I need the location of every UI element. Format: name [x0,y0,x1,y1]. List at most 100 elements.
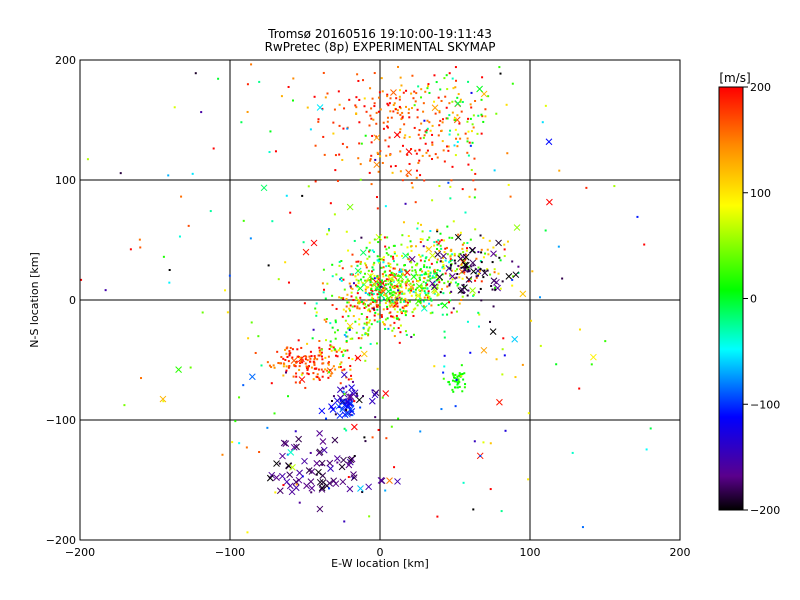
echo-cross-marker [330,477,338,485]
echo-dot-marker [590,363,593,366]
echo-dot-marker [451,388,454,391]
echo-dot-marker [492,246,495,249]
echo-dot-marker [376,153,379,156]
echo-dot-marker [531,270,534,273]
echo-dot-marker [405,333,408,336]
echo-dot-marker [482,441,485,444]
echo-dot-marker [393,274,396,277]
echo-dot-marker [409,287,412,290]
echo-dot-marker [467,268,470,271]
echo-dot-marker [454,281,457,284]
echo-dot-marker [298,501,301,504]
echo-dot-marker [467,80,470,83]
echo-dot-marker [385,278,388,281]
echo-dot-marker [384,287,387,290]
echo-cross-marker [378,477,386,485]
echo-dot-marker [493,169,496,172]
echo-dot-marker [350,291,353,294]
y-tick-label: 200 [55,54,76,67]
echo-dot-marker [361,300,364,303]
echo-dot-marker [330,372,333,375]
echo-dot-marker [393,302,396,305]
echo-dot-marker [338,264,341,267]
echo-dot-marker [351,253,354,256]
echo-dot-marker [254,351,257,354]
echo-dot-marker [350,295,353,298]
echo-dot-marker [521,363,524,366]
echo-dot-marker [356,285,359,288]
echo-dot-marker [355,296,358,299]
echo-dot-marker [387,274,390,277]
echo-dot-marker [466,241,469,244]
echo-cross-marker [290,443,298,451]
echo-dot-marker [406,253,409,256]
echo-cross-marker [340,456,347,464]
echo-dot-marker [434,270,437,273]
echo-dot-marker [342,297,345,300]
echo-dot-marker [466,137,469,140]
echo-cross-marker [493,278,500,286]
echo-dot-marker [484,108,487,111]
echo-dot-marker [339,278,342,281]
echo-cross-marker [326,479,333,487]
echo-dot-marker [338,296,341,299]
echo-cross-marker [318,486,326,493]
echo-cross-marker [397,273,405,281]
echo-dot-marker [363,322,366,325]
echo-cross-marker [346,203,354,211]
echo-dot-marker [361,395,364,398]
echo-dot-marker [502,337,505,340]
echo-dot-marker [258,80,261,83]
echo-dot-marker [380,280,383,283]
echo-dot-marker [363,436,366,439]
colorbar-tick-label: −200 [750,504,780,517]
echo-dot-marker [409,240,412,243]
echo-dot-marker [405,299,408,302]
echo-dot-marker [431,143,434,146]
echo-dot-marker [354,104,357,107]
echo-dot-marker [356,264,359,267]
echo-dot-marker [292,375,295,378]
echo-dot-marker [416,304,419,307]
echo-dot-marker [399,284,402,287]
echo-dot-marker [318,351,321,354]
echo-cross-marker [347,393,355,401]
echo-dot-marker [465,249,468,252]
echo-cross-marker [408,255,416,263]
echo-dot-marker [401,268,404,271]
echo-dot-marker [338,124,341,127]
echo-dot-marker [405,284,408,287]
echo-dot-marker [390,283,393,286]
echo-dot-marker [415,245,418,248]
echo-dot-marker [469,238,472,241]
echo-cross-marker [329,406,337,413]
echo-dot-marker [373,102,376,105]
echo-dot-marker [407,112,410,115]
echo-dot-marker [482,276,485,279]
echo-dot-marker [360,313,363,316]
echo-dot-marker [379,293,382,296]
echo-dot-marker [421,154,424,157]
echo-dot-marker [365,286,368,289]
echo-cross-marker [393,131,401,139]
echo-dot-marker [389,292,392,295]
echo-dot-marker [454,128,457,131]
echo-cross-marker [319,472,327,479]
echo-dot-marker [409,282,412,285]
echo-dot-marker [404,202,407,205]
echo-dot-marker [294,381,297,384]
echo-dot-marker [493,268,496,271]
echo-dot-marker [345,305,348,308]
echo-dot-marker [345,385,348,388]
echo-dot-marker [317,120,320,123]
y-tick-label: 0 [69,294,76,307]
echo-dot-marker [469,277,472,280]
echo-dot-marker [444,247,447,250]
echo-dot-marker [367,333,370,336]
echo-dot-marker [426,287,429,290]
echo-dot-marker [268,364,271,367]
echo-dot-marker [440,247,443,250]
echo-dot-marker [398,269,401,272]
x-tick-label: 0 [377,546,384,559]
